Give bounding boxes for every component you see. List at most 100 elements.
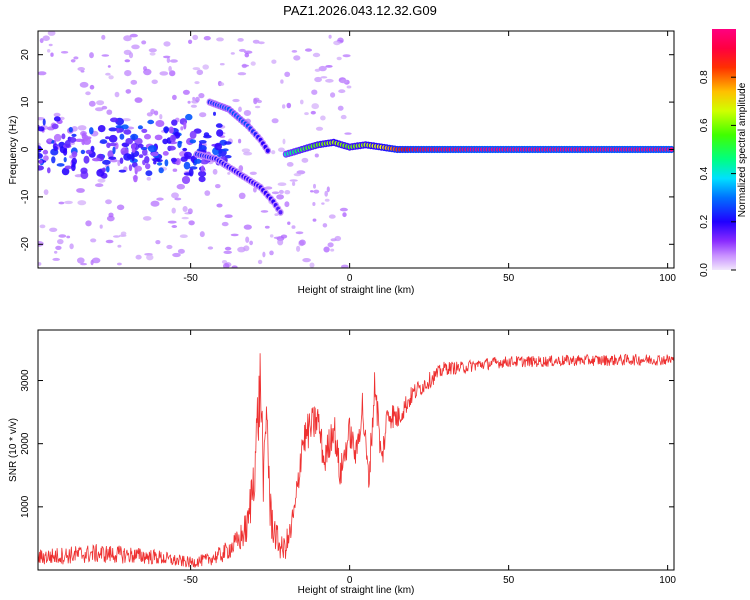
heatmap-speckle [146, 176, 151, 181]
heatmap-speckle [95, 107, 104, 112]
heatmap-speckle [174, 197, 182, 201]
heatmap-panel: -50 0 50 100 -20 -10 0 10 20 Height of straight… [8, 30, 676, 296]
heatmap-blob [64, 140, 71, 148]
heatmap-speckle [120, 231, 127, 236]
heatmap-speckle [320, 115, 326, 121]
heatmap-speckle [322, 223, 328, 228]
heatmap-speckle [244, 52, 250, 58]
heatmap-speckle [171, 207, 176, 214]
heatmap-speckle [129, 33, 138, 38]
heatmap-speckle [64, 200, 73, 205]
heatmap-blob [180, 156, 188, 162]
heatmap-speckle [271, 118, 279, 124]
heatmap-speckle [223, 263, 230, 268]
heatmap-speckle [249, 240, 254, 246]
heatmap-speckle [106, 215, 115, 222]
snr-y-ticks: 1000 2000 3000 [20, 369, 674, 518]
heatmap-blob [128, 164, 133, 172]
heatmap-speckle [159, 71, 169, 76]
heatmap-speckle [219, 62, 225, 66]
heatmap-speckle [187, 208, 193, 215]
heatmap-speckle [328, 34, 332, 39]
heatmap-speckle [342, 54, 351, 58]
heatmap-speckle [101, 34, 106, 40]
heatmap-blob [102, 159, 111, 165]
heatmap-speckle [305, 48, 312, 52]
heatmap-speckle [291, 50, 298, 53]
heatmap-speckle [277, 239, 284, 246]
heatmap-blob [108, 156, 117, 160]
heatmap-speckle [264, 186, 273, 190]
heatmap-speckle [216, 37, 224, 42]
heatmap-speckle [89, 52, 94, 59]
heatmap-speckle [325, 65, 333, 68]
heatmap-speckle [58, 201, 65, 205]
heatmap-speckle [324, 190, 329, 197]
heatmap-speckle [287, 221, 291, 225]
heatmap-speckle [113, 235, 120, 238]
heatmap-speckle [172, 252, 181, 258]
heatmap-speckle [238, 192, 246, 199]
figure-title: PAZ1.2026.043.12.32.G09 [283, 3, 437, 18]
heatmap-speckle [47, 31, 56, 36]
heatmap-speckle [172, 168, 178, 172]
heatmap-speckle [47, 49, 51, 53]
heatmap-speckle [39, 224, 46, 229]
heatmap-speckle [320, 76, 328, 79]
heatmap-blob [90, 145, 95, 152]
colorbar: 0.0 0.2 0.4 0.6 0.8 Normalized spectral ampl… [699, 29, 748, 277]
heatmap-speckle [195, 96, 200, 103]
heatmap-speckle [192, 34, 199, 41]
heatmap-speckle [155, 240, 161, 245]
heatmap-speckle [69, 243, 74, 250]
heatmap-blob [68, 126, 73, 133]
heatmap-blob [115, 125, 124, 129]
heatmap-speckle [264, 225, 270, 229]
heatmap-speckle [105, 239, 114, 244]
heatmap-y-tick-label: 0 [20, 146, 31, 152]
heatmap-blob [107, 150, 114, 159]
heatmap-speckle [282, 138, 286, 145]
snr-x-tick-label: 100 [659, 575, 676, 586]
heatmap-speckle [284, 71, 291, 78]
heatmap-blob [188, 168, 194, 177]
heatmap-x-tick-label: 0 [347, 273, 353, 284]
colorbar-tick-label: 0.4 [699, 166, 710, 180]
heatmap-speckle [340, 79, 348, 84]
heatmap-blob [42, 118, 46, 126]
heatmap-speckle [117, 159, 121, 167]
heatmap-speckle [292, 181, 296, 186]
heatmap-speckle [271, 150, 276, 155]
heatmap-speckle [321, 202, 325, 205]
heatmap-blob [198, 170, 207, 177]
heatmap-speckle [243, 224, 252, 230]
snr-y-tick-label: 3000 [20, 369, 31, 392]
heatmap-speckle [295, 231, 304, 235]
heatmap-speckle [237, 38, 244, 42]
heatmap-speckle [278, 147, 285, 153]
heatmap-speckle [314, 68, 321, 72]
heatmap-speckle [231, 265, 238, 268]
heatmap-blob [138, 154, 144, 159]
heatmap-speckle [338, 89, 346, 94]
heatmap-speckle [315, 126, 324, 131]
heatmap-blob [42, 149, 49, 155]
heatmap-speckle [241, 63, 248, 69]
heatmap-speckle [253, 187, 257, 193]
heatmap-marks [38, 31, 674, 268]
heatmap-speckle [77, 200, 87, 206]
heatmap-speckle [325, 78, 334, 83]
heatmap-speckle [238, 48, 246, 52]
heatmap-speckle [314, 76, 322, 83]
heatmap-x-tick-label: -50 [183, 273, 198, 284]
heatmap-blob [99, 139, 108, 144]
heatmap-speckle [122, 118, 131, 122]
snr-y-axis-label: SNR (10 * v/v) [8, 418, 19, 482]
heatmap-speckle [314, 153, 319, 158]
heatmap-speckle [154, 110, 159, 116]
heatmap-blob [200, 158, 210, 165]
heatmap-blob [63, 148, 68, 156]
heatmap-speckle [135, 254, 142, 260]
heatmap-blob [43, 155, 49, 162]
heatmap-speckle [66, 235, 71, 239]
